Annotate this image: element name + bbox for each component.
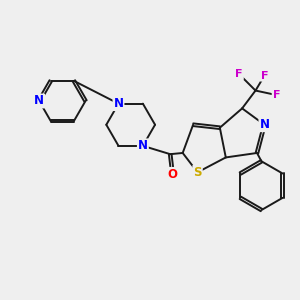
Text: S: S [193,166,202,179]
Text: N: N [138,139,148,152]
Text: N: N [260,118,269,131]
Text: N: N [34,94,44,107]
Text: F: F [273,90,280,100]
Text: F: F [236,69,243,79]
Text: N: N [113,97,124,110]
Text: O: O [168,168,178,181]
Text: F: F [261,71,268,81]
